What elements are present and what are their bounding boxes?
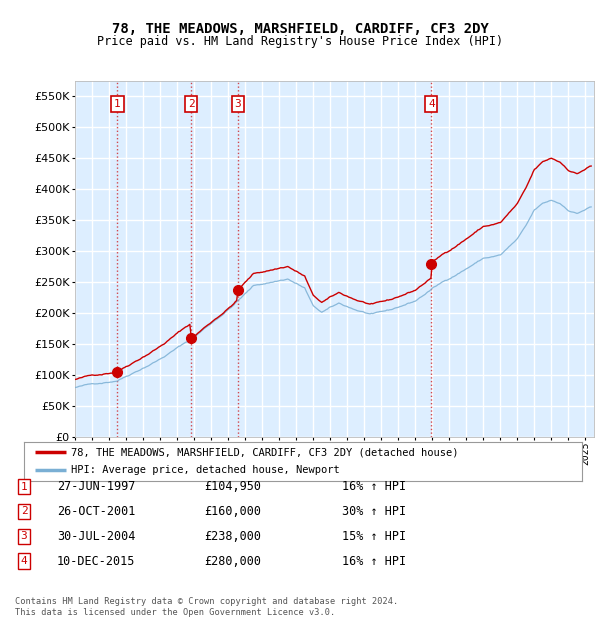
Text: 3: 3 [20,531,28,541]
Text: 30-JUL-2004: 30-JUL-2004 [57,530,136,542]
Text: 27-JUN-1997: 27-JUN-1997 [57,480,136,493]
Text: 16% ↑ HPI: 16% ↑ HPI [342,555,406,567]
Text: 2: 2 [188,99,194,108]
Text: 4: 4 [428,99,434,108]
Text: 78, THE MEADOWS, MARSHFIELD, CARDIFF, CF3 2DY (detached house): 78, THE MEADOWS, MARSHFIELD, CARDIFF, CF… [71,448,459,458]
Text: Price paid vs. HM Land Registry's House Price Index (HPI): Price paid vs. HM Land Registry's House … [97,35,503,48]
Text: 1: 1 [114,99,121,108]
Text: 15% ↑ HPI: 15% ↑ HPI [342,530,406,542]
Text: 16% ↑ HPI: 16% ↑ HPI [342,480,406,493]
Text: HPI: Average price, detached house, Newport: HPI: Average price, detached house, Newp… [71,465,340,475]
Text: £104,950: £104,950 [204,480,261,493]
Text: 10-DEC-2015: 10-DEC-2015 [57,555,136,567]
Text: 26-OCT-2001: 26-OCT-2001 [57,505,136,518]
Text: 30% ↑ HPI: 30% ↑ HPI [342,505,406,518]
Text: £160,000: £160,000 [204,505,261,518]
Text: £280,000: £280,000 [204,555,261,567]
Text: Contains HM Land Registry data © Crown copyright and database right 2024.
This d: Contains HM Land Registry data © Crown c… [15,598,398,617]
Text: 78, THE MEADOWS, MARSHFIELD, CARDIFF, CF3 2DY: 78, THE MEADOWS, MARSHFIELD, CARDIFF, CF… [112,22,488,36]
Text: 4: 4 [20,556,28,566]
Text: 3: 3 [235,99,241,108]
Text: 2: 2 [20,507,28,516]
Text: 1: 1 [20,482,28,492]
Text: £238,000: £238,000 [204,530,261,542]
